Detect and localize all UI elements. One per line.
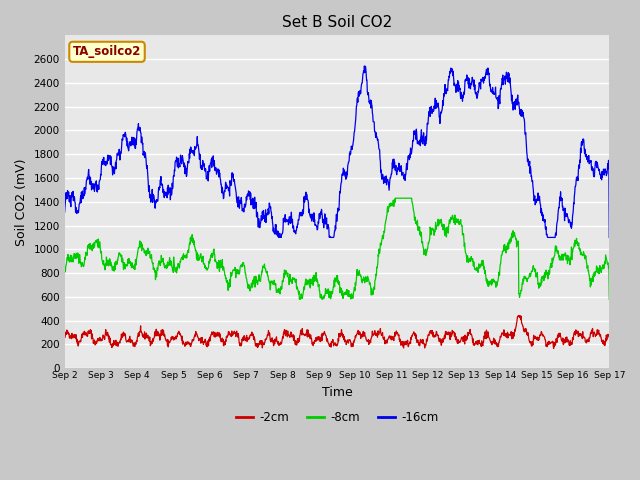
X-axis label: Time: Time xyxy=(321,385,353,398)
Y-axis label: Soil CO2 (mV): Soil CO2 (mV) xyxy=(15,158,28,245)
Title: Set B Soil CO2: Set B Soil CO2 xyxy=(282,15,392,30)
Text: TA_soilco2: TA_soilco2 xyxy=(73,45,141,58)
Legend: -2cm, -8cm, -16cm: -2cm, -8cm, -16cm xyxy=(231,407,443,429)
